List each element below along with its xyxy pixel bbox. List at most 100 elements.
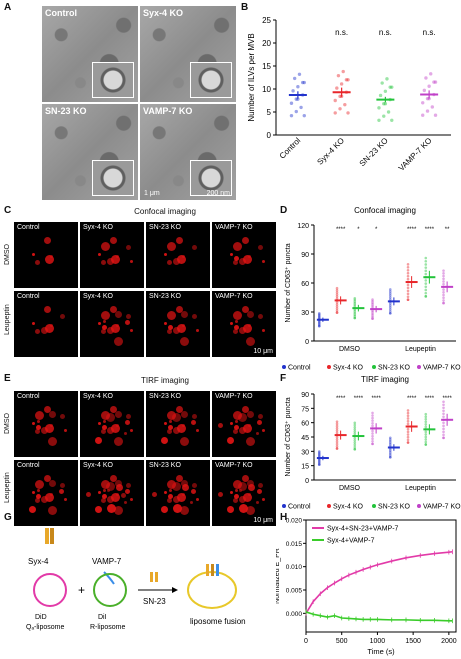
- image-label: VAMP-7 KO: [215, 224, 253, 231]
- data-point: [336, 73, 341, 78]
- data-point: [429, 72, 433, 76]
- legend-marker: [327, 365, 331, 369]
- data-point: [424, 266, 428, 269]
- em-label: Control: [45, 8, 77, 18]
- title-tirf: TIRF imaging: [140, 376, 189, 385]
- puncta: [44, 306, 52, 314]
- data-point: [346, 111, 350, 115]
- data-point: [338, 94, 342, 99]
- puncta: [232, 428, 238, 434]
- puncta: [257, 488, 263, 494]
- title-confocal: Confocal imaging: [134, 207, 196, 216]
- legend-marker: [417, 365, 421, 369]
- puncta: [35, 410, 45, 420]
- data-point: [296, 85, 300, 89]
- data-point: [317, 321, 321, 325]
- data-point: [442, 288, 445, 291]
- data-point: [388, 298, 392, 301]
- data-point: [442, 424, 445, 428]
- data-point: [388, 296, 392, 299]
- em-inset: [92, 62, 134, 98]
- data-point: [388, 85, 392, 89]
- puncta: [163, 252, 167, 256]
- data-point: [383, 102, 388, 106]
- y-tick-label: 45: [301, 435, 309, 442]
- data-point: [442, 293, 445, 297]
- data-point: [406, 265, 410, 269]
- em-label: VAMP-7 KO: [143, 106, 193, 116]
- puncta: [36, 424, 42, 430]
- puncta: [44, 475, 52, 483]
- y-axis-label: Normalized E_PR: [276, 548, 281, 604]
- data-point: [333, 98, 337, 103]
- data-point: [335, 309, 339, 312]
- y-tick-label: 0.020: [286, 518, 303, 525]
- data-point: [406, 441, 410, 444]
- y-tick-label: 25: [262, 16, 271, 25]
- puncta: [229, 252, 233, 256]
- puncta: [172, 481, 182, 491]
- chart-b: 0 5 10 15 20 25 Number of ILVs per MVB Control n…: [247, 16, 451, 173]
- data-point: [353, 316, 357, 320]
- puncta: [172, 495, 180, 503]
- puncta: [191, 419, 197, 425]
- sn23-label: SN-23: [143, 597, 166, 606]
- fluor-image: Syx-4 KO: [80, 460, 144, 526]
- data-point: [424, 417, 428, 421]
- puncta: [34, 428, 40, 434]
- puncta: [48, 479, 56, 487]
- data-point: [353, 443, 357, 447]
- image-label: Control: [17, 462, 40, 469]
- significance-label: *: [357, 227, 360, 233]
- data-point: [424, 422, 428, 426]
- puncta: [234, 319, 238, 323]
- puncta: [258, 482, 264, 488]
- sn23-protein-icon: [150, 572, 158, 582]
- fluor-image: SN-23 KO: [146, 460, 210, 526]
- fusion-label: liposome fusion: [190, 617, 246, 626]
- data-point: [371, 312, 374, 316]
- y-tick-label: 30: [301, 449, 309, 456]
- puncta: [110, 306, 118, 314]
- data-point: [406, 289, 410, 293]
- x-axis-label: Time (s): [367, 647, 395, 656]
- puncta: [110, 475, 118, 483]
- puncta: [232, 497, 238, 503]
- data-point: [371, 442, 374, 446]
- data-point: [424, 291, 428, 295]
- puncta: [126, 482, 132, 488]
- data-point: [317, 316, 321, 319]
- puncta: [167, 241, 177, 251]
- puncta: [227, 505, 235, 513]
- puncta: [64, 429, 68, 433]
- y-axis-label: Number of ILVs per MVB: [247, 33, 256, 121]
- data-point: [371, 315, 374, 319]
- puncta: [97, 321, 101, 325]
- puncta: [234, 424, 240, 430]
- data-point: [335, 438, 339, 441]
- data-point: [382, 102, 386, 106]
- puncta: [262, 498, 266, 502]
- image-label: SN-23 KO: [149, 224, 181, 231]
- data-point: [353, 445, 357, 449]
- puncta: [111, 493, 121, 503]
- data-point: [333, 111, 337, 115]
- puncta: [44, 237, 52, 245]
- did-label: DiD: [35, 614, 47, 621]
- data-point: [377, 106, 381, 110]
- puncta: [192, 482, 198, 488]
- data-point: [442, 299, 445, 302]
- data-point: [442, 296, 445, 299]
- fusion-complex-icon: [206, 564, 219, 576]
- data-point: [442, 277, 445, 281]
- y-tick-label: 10: [262, 85, 271, 94]
- puncta: [180, 310, 188, 318]
- data-point: [335, 297, 339, 300]
- data-point: [406, 263, 410, 266]
- data-point: [353, 296, 357, 300]
- x-tick-label: 1500: [405, 638, 421, 645]
- puncta: [172, 412, 182, 422]
- data-point: [424, 443, 428, 446]
- puncta: [243, 424, 253, 434]
- data-point: [335, 293, 339, 296]
